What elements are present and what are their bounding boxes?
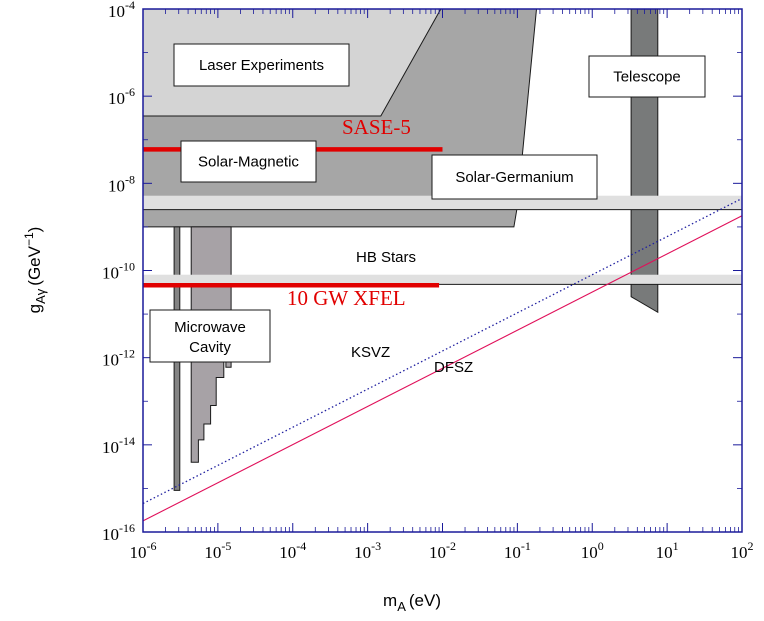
telescope-label: Telescope [613, 69, 681, 86]
y-tick-label: 10-6 [108, 85, 135, 108]
region-telescope [630, 9, 659, 314]
sase-5-label: SASE-5 [342, 115, 411, 139]
y-axis-symbol-sub: Aγ [33, 288, 48, 304]
x-axis-label: mA (eV) [383, 591, 441, 614]
dfsz-label: DFSZ [434, 359, 473, 376]
y-tick-label: 10-10 [102, 260, 135, 283]
y-tick-label: 10-14 [102, 434, 135, 457]
series-ksvz [143, 197, 742, 505]
labels-layer: Laser Experiments Solar-Magnetic Telescope… [149, 43, 706, 376]
y-tick-label: 10-8 [108, 172, 135, 195]
ksvz-label: KSVZ [351, 344, 390, 361]
telescope-label-box [588, 55, 706, 98]
y-axis-unit-exp: −1 [22, 232, 36, 246]
x-axis-symbol-sub: A [397, 599, 406, 614]
y-tick-label: 10-16 [102, 521, 135, 544]
x-axis-symbol: m [383, 591, 397, 610]
x-tick-label: 10-4 [279, 539, 306, 562]
y-axis-unit-close: ) [25, 227, 44, 233]
x-axis-unit: (eV) [409, 591, 441, 610]
y-axis-unit: (GeV [25, 245, 44, 285]
y-axis-symbol: g [25, 304, 44, 313]
solar-magnetic-label: Solar-Magnetic [198, 154, 299, 171]
axes-layer: 10-6 10-5 10-4 10-3 10-2 10-1 100 101 10210-1610… [102, 0, 754, 562]
microwave-cavity-label: Cavity [189, 339, 231, 356]
laser-experiments-label: Laser Experiments [199, 57, 324, 74]
x-tick-label: 10-3 [354, 539, 381, 562]
band-hb-stars [143, 274, 742, 285]
solar-germanium-label: Solar-Germanium [455, 169, 573, 186]
series-dfsz [143, 215, 742, 522]
y-axis-label: gAγ (GeV−1) [22, 227, 48, 314]
x-tick-label: 10-6 [130, 539, 157, 562]
x-tick-label: 101 [656, 539, 679, 562]
hb-stars-label: HB Stars [356, 249, 416, 266]
solar-magnetic-label-box [180, 140, 317, 183]
y-tick-label: 10-12 [102, 347, 135, 370]
xfel-label: 10 GW XFEL [287, 286, 406, 310]
x-tick-label: 10-2 [429, 539, 456, 562]
y-tick-label: 10-4 [108, 0, 135, 21]
x-tick-label: 100 [581, 539, 604, 562]
x-tick-label: 10-1 [504, 539, 531, 562]
solar-germanium-label-box [431, 154, 598, 200]
laser-experiments-label-box [173, 43, 350, 87]
microwave-cavity-label: Microwave [174, 319, 246, 336]
x-tick-label: 102 [731, 539, 754, 562]
microwave-cavity-label-box [149, 309, 271, 363]
x-tick-label: 10-5 [204, 539, 231, 562]
